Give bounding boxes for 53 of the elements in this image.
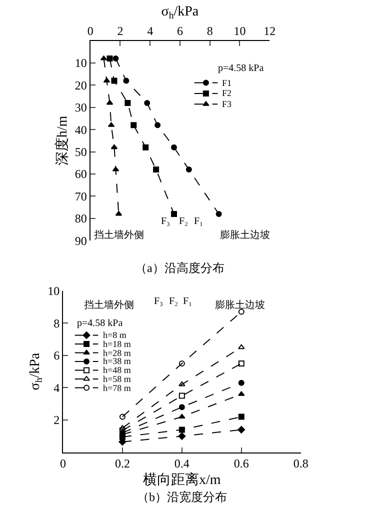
legend-label: F2: [222, 88, 232, 98]
x-axis-title: 横向距离x/m: [143, 472, 221, 488]
y-tick-label: 10: [48, 284, 60, 298]
x-tick-label: 10: [234, 24, 246, 38]
annotation: F₂: [179, 216, 188, 227]
y-tick-label: 8: [54, 316, 60, 330]
annotation: 挡土墙外侧: [84, 299, 134, 311]
annotation: p=4.58 kPa: [77, 318, 124, 329]
annotation: F₁: [183, 296, 192, 307]
x-tick-label: 4: [147, 24, 154, 38]
text: （b）沿宽度分布: [137, 490, 227, 504]
legend-label: h=58 m: [103, 374, 131, 384]
y-tick-label: 4: [54, 380, 60, 395]
y-tick-label: 10: [74, 56, 87, 70]
x-tick-label: 0.4: [174, 456, 190, 471]
x-tick-label: 12: [264, 24, 276, 38]
legend-label: h=48 m: [103, 365, 131, 375]
annotation: F₂: [169, 296, 178, 307]
legend-label: h=38 m: [103, 356, 131, 366]
y-tick-label: 80: [74, 212, 87, 226]
annotation: p=4.58 kPa: [218, 63, 264, 74]
annotation: F₁: [194, 216, 204, 227]
annotation: F₃: [154, 296, 164, 307]
legend-label: F3: [222, 99, 232, 109]
text: （a）沿高度分布: [135, 261, 224, 275]
annotation: F₃: [161, 216, 170, 227]
y-tick-label: 2: [54, 413, 60, 428]
y-tick-label: 70: [74, 189, 87, 204]
legend-label: h=28 m: [103, 348, 131, 358]
legend-label: h=78 m: [103, 383, 131, 393]
x-tick-label: 0: [87, 24, 94, 38]
y-tick-label: 30: [74, 100, 87, 115]
annotation: 膨胀土边坡: [220, 229, 270, 241]
x-axis-title: σ$_{h}$/kPa: [161, 4, 200, 22]
annotation: 膨胀土边坡: [215, 299, 265, 311]
x-tick-label: 6: [176, 24, 183, 38]
y-tick-label: 90: [74, 234, 87, 248]
y-tick-label: 6: [54, 348, 60, 363]
x-tick-label: 0.6: [234, 456, 249, 471]
x-tick-label: 0.8: [293, 456, 308, 471]
x-tick-label: 0: [60, 456, 66, 471]
annotation: 挡土墙外侧: [94, 229, 144, 241]
legend-label: h=8 m: [103, 330, 126, 340]
y-tick-label: 40: [74, 122, 87, 137]
legend-label: h=18 m: [103, 339, 131, 349]
y-tick-label: 60: [74, 167, 87, 182]
y-tick-label: 20: [74, 78, 87, 92]
x-tick-label: 0.2: [114, 456, 130, 471]
y-tick-label: 50: [74, 144, 87, 159]
x-tick-label: 2: [117, 24, 124, 38]
x-tick-label: 8: [206, 24, 213, 38]
legend-label: F1: [222, 78, 232, 88]
y-axis-title: 深度h/m: [54, 116, 71, 166]
